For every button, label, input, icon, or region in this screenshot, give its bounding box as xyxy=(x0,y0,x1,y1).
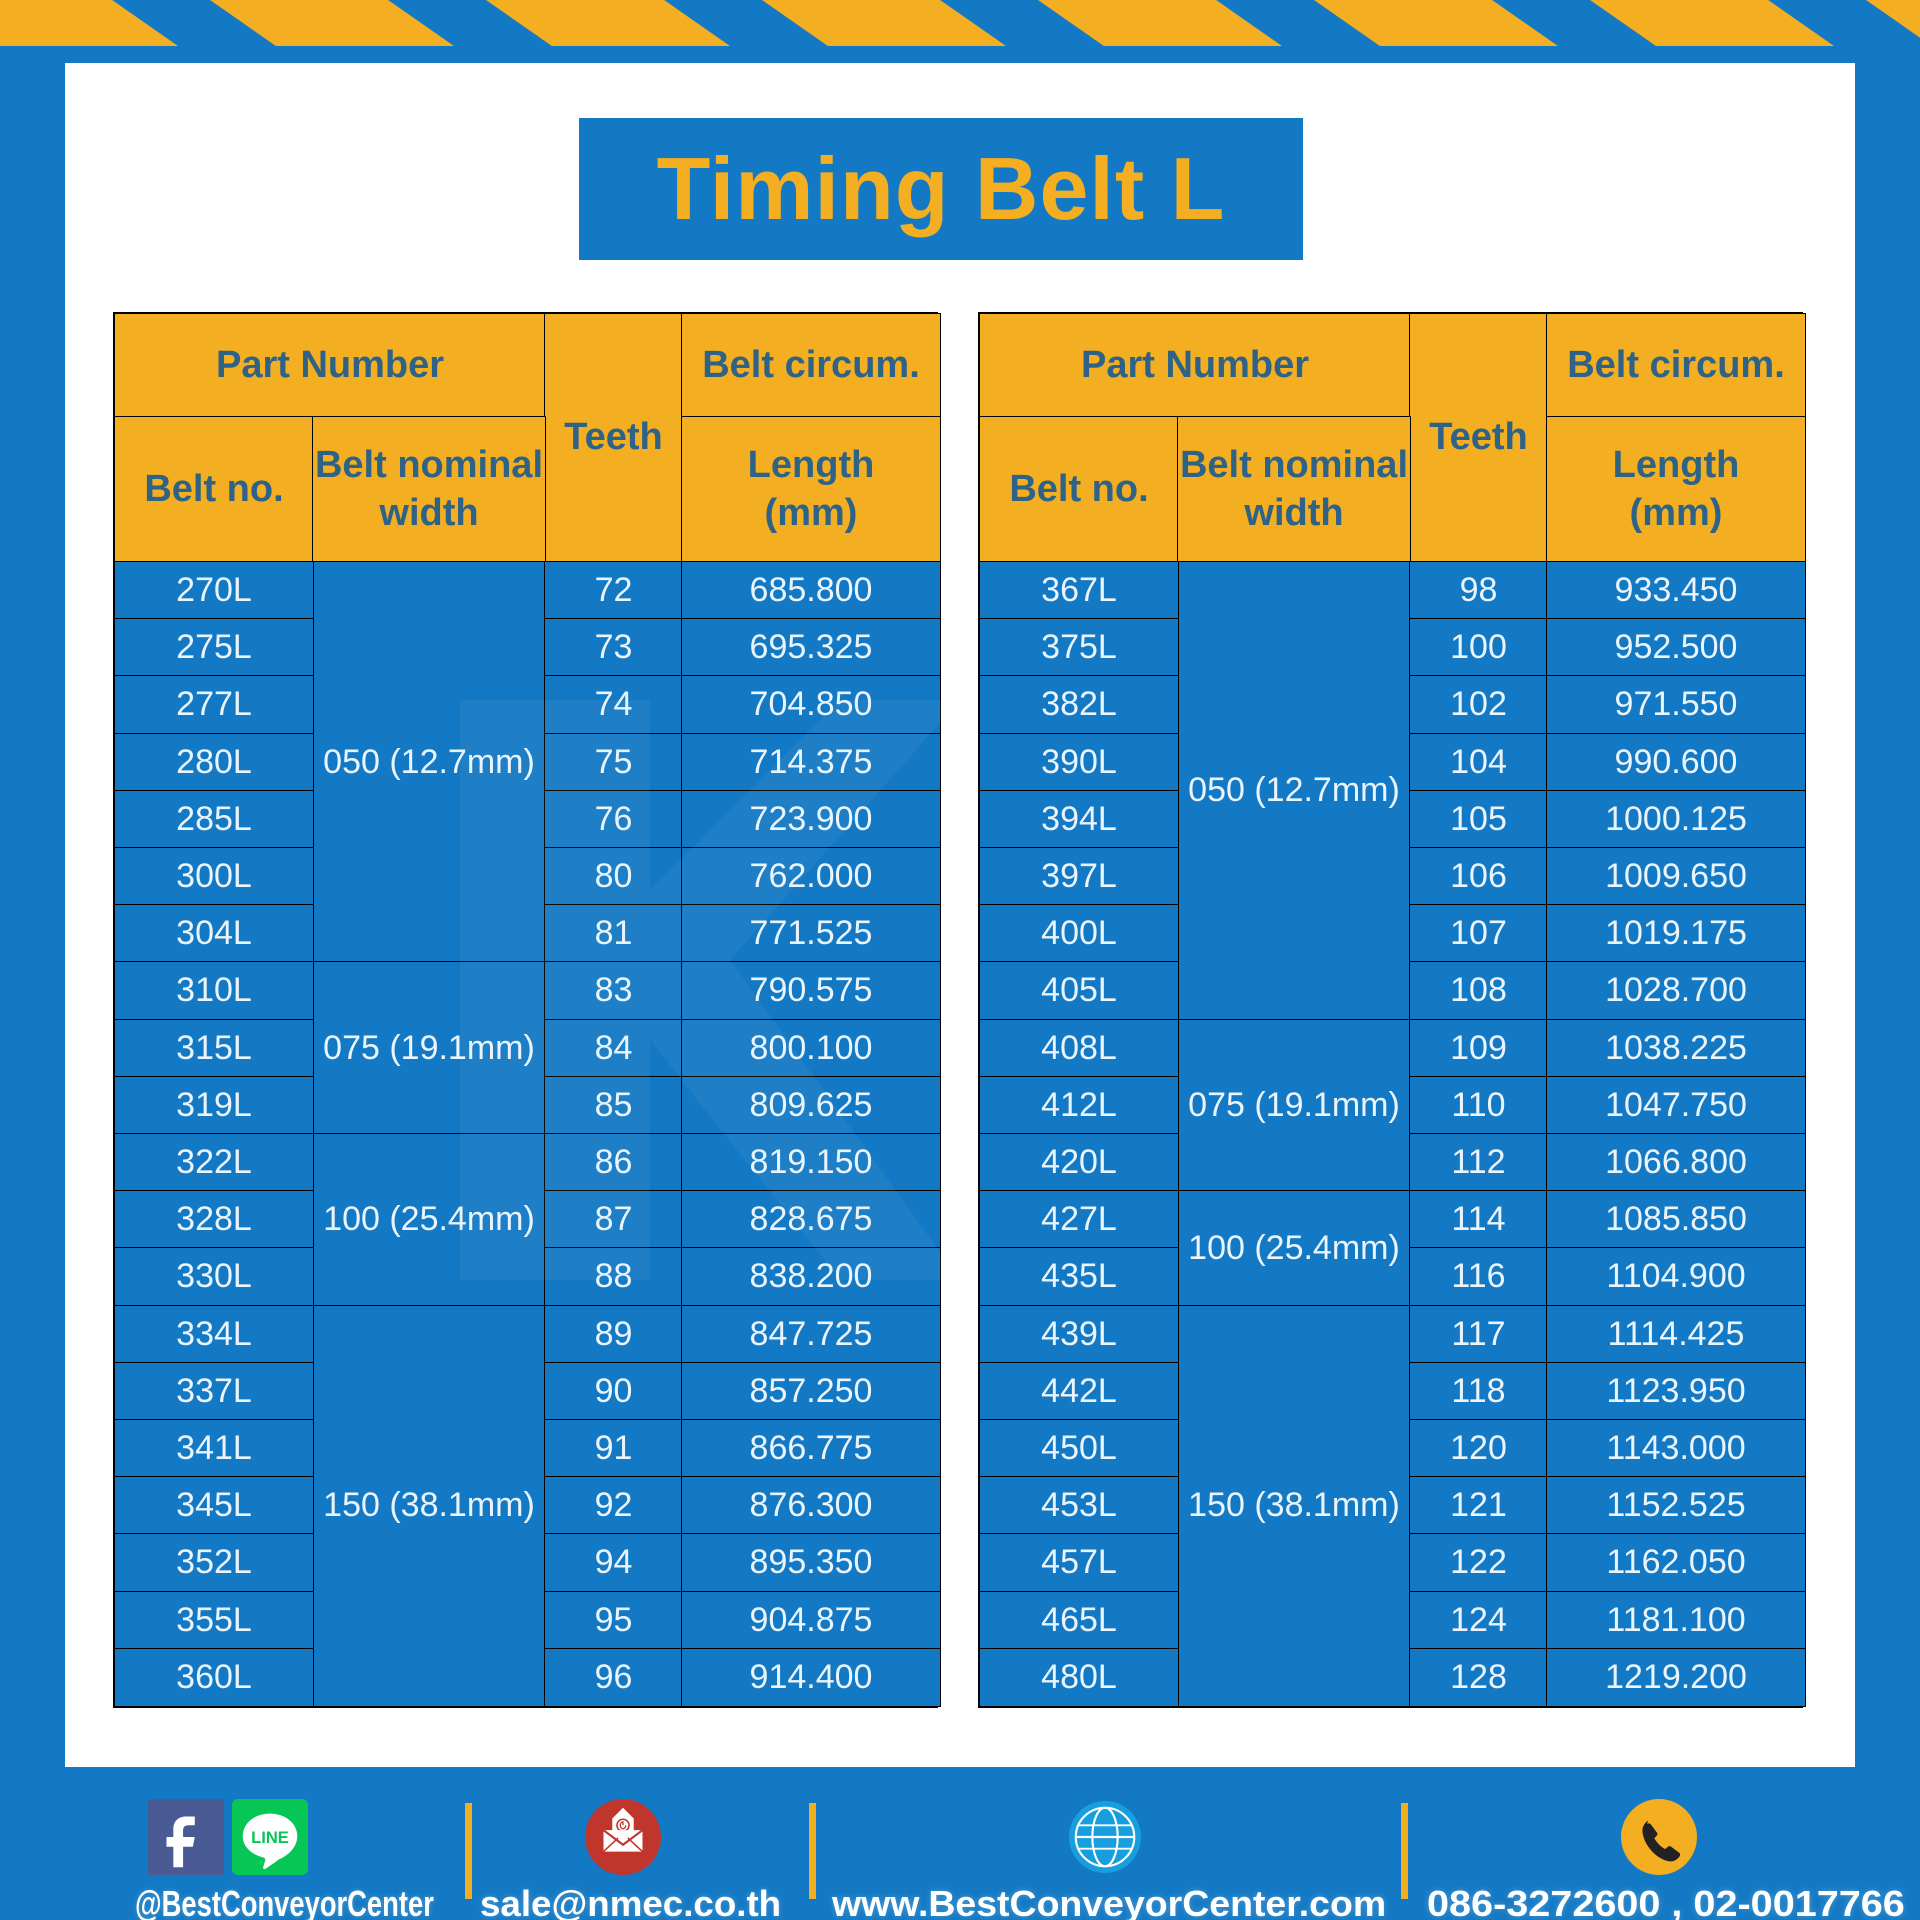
svg-text:LINE: LINE xyxy=(251,1828,289,1847)
